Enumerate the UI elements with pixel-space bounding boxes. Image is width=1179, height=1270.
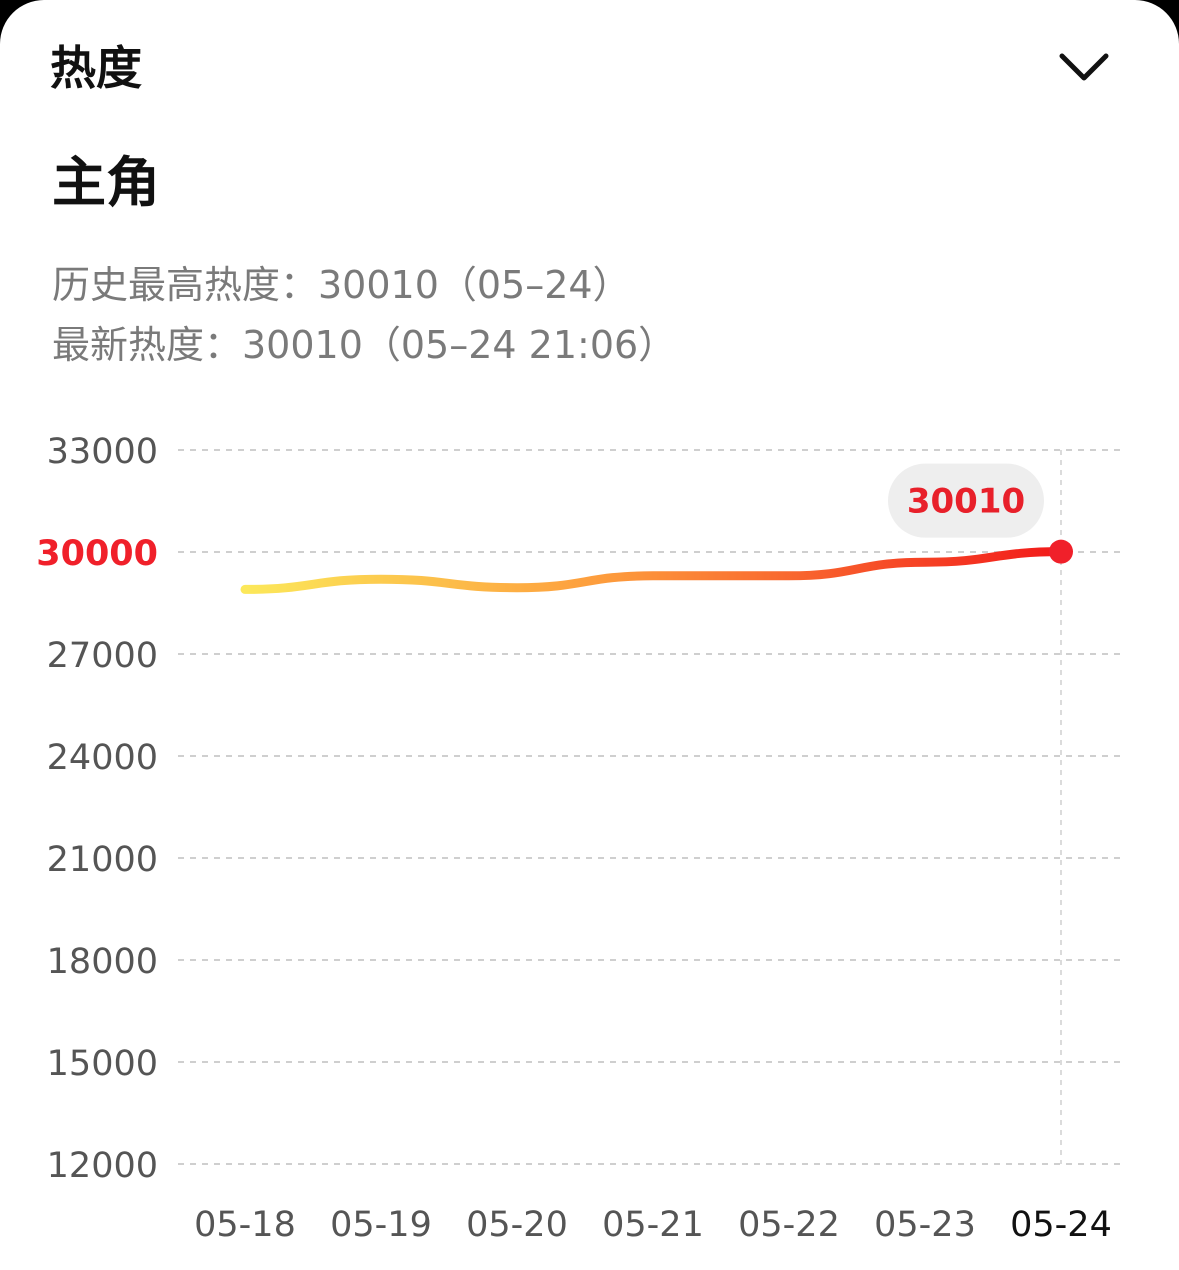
- x-tick-label: 05-20: [466, 1205, 568, 1245]
- x-tick-label: 05-18: [194, 1205, 296, 1245]
- history-high-text: 历史最高热度：30010（05–24）: [52, 263, 631, 307]
- x-tick-label: 05-23: [874, 1205, 976, 1245]
- y-tick-label: 15000: [47, 1044, 158, 1084]
- latest-heat-text: 最新热度：30010（05–24 21:06）: [52, 323, 677, 367]
- y-tick-label: 30000: [36, 534, 158, 574]
- x-tick-label: 05-19: [330, 1205, 432, 1245]
- heat-series-line: [240, 547, 1066, 594]
- heat-line-chart[interactable]: 33000 30000 27000 24000 21000 18000 15000 12000…: [0, 400, 1179, 1260]
- y-tick-label: 24000: [47, 738, 158, 778]
- subject-name: 主角: [52, 151, 160, 214]
- collapse-button[interactable]: [1049, 38, 1119, 98]
- section-title: 热度: [50, 41, 142, 95]
- x-tick-label: 05-22: [738, 1205, 840, 1245]
- y-tick-label: 18000: [47, 942, 158, 982]
- x-tick-label: 05-24: [1010, 1205, 1112, 1245]
- y-tick-label: 12000: [47, 1146, 158, 1186]
- chevron-down-icon: [1059, 53, 1109, 81]
- latest-point[interactable]: [1049, 539, 1073, 564]
- value-tooltip: [888, 463, 1044, 538]
- y-tick-label: 21000: [47, 840, 158, 880]
- tooltip-value: 30010: [907, 482, 1025, 522]
- y-tick-label: 27000: [47, 636, 158, 676]
- x-tick-label: 05-21: [602, 1205, 704, 1245]
- y-tick-label: 33000: [47, 432, 158, 472]
